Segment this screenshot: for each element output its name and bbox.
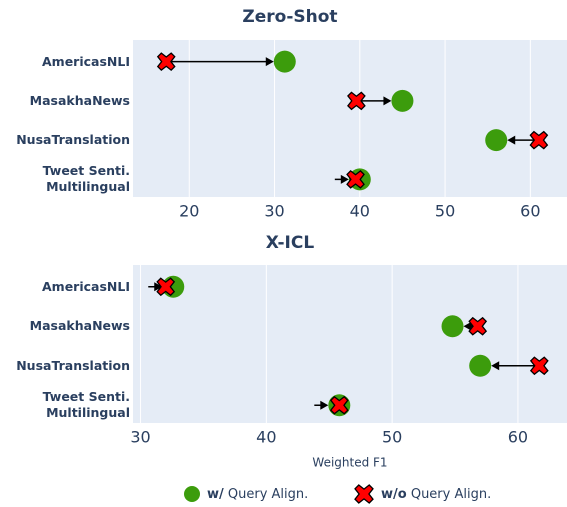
marker-without [156, 52, 176, 71]
marker-without [529, 130, 549, 150]
arrow-head [463, 321, 472, 331]
y-tick-label: NusaTranslation [16, 357, 130, 373]
legend-label-rest: Query Align. [407, 487, 492, 502]
x-tick-label: 60 [520, 202, 540, 221]
y-tick-label: Tweet Senti. Multilingual [42, 163, 130, 195]
x-tick-label: 20 [179, 202, 199, 221]
arrow-head [491, 361, 500, 371]
arrow [334, 174, 349, 184]
x-tick-label: 60 [508, 428, 528, 447]
legend-label: w/ Query Align. [207, 487, 308, 502]
arrow-head [320, 400, 329, 410]
chart-title: X-ICL [266, 233, 315, 253]
marker-without [529, 356, 549, 376]
chart-title: Zero-Shot [242, 7, 337, 27]
marker-without [329, 395, 349, 415]
x-axis-label: Weighted F1 [312, 456, 387, 470]
arrow [148, 282, 163, 292]
arrow [491, 361, 540, 371]
marker-with [391, 89, 414, 112]
marker-without [156, 277, 176, 297]
y-tick-label: AmericasNLI [42, 278, 130, 294]
marker-with [469, 354, 492, 377]
arrow-head [383, 96, 392, 106]
marker-without [346, 170, 365, 189]
plot-area [133, 265, 567, 423]
legend-label-bold: w/o [381, 487, 407, 502]
x-tick-label: 50 [382, 428, 402, 447]
arrow-head [340, 174, 349, 184]
arrow-head [154, 282, 163, 292]
arrow-head [265, 57, 274, 67]
y-tick-label: NusaTranslation [16, 132, 130, 148]
x-tick-label: 40 [256, 428, 276, 447]
legend-label-rest: Query Align. [224, 487, 309, 502]
y-tick-label: MasakhaNews [29, 318, 130, 334]
marker-with [485, 129, 508, 152]
x-tick-label: 30 [130, 428, 150, 447]
marker-with [273, 50, 296, 73]
marker-with [441, 315, 464, 338]
arrow-head [507, 135, 516, 145]
x-tick-label: 40 [350, 202, 370, 221]
legend-label: w/o Query Align. [381, 487, 491, 502]
marker-without [347, 91, 366, 111]
arrow [166, 57, 274, 67]
x-tick-label: 50 [435, 202, 455, 221]
x-tick-label: 30 [264, 202, 284, 221]
legend-marker [184, 486, 200, 502]
arrow [314, 400, 329, 410]
legend-marker [354, 484, 374, 504]
y-tick-label: AmericasNLI [42, 53, 130, 69]
marker-without [468, 316, 488, 336]
y-tick-label: Tweet Senti. Multilingual [42, 389, 130, 421]
legend-label-bold: w/ [207, 487, 224, 502]
y-tick-label: MasakhaNews [29, 92, 130, 108]
